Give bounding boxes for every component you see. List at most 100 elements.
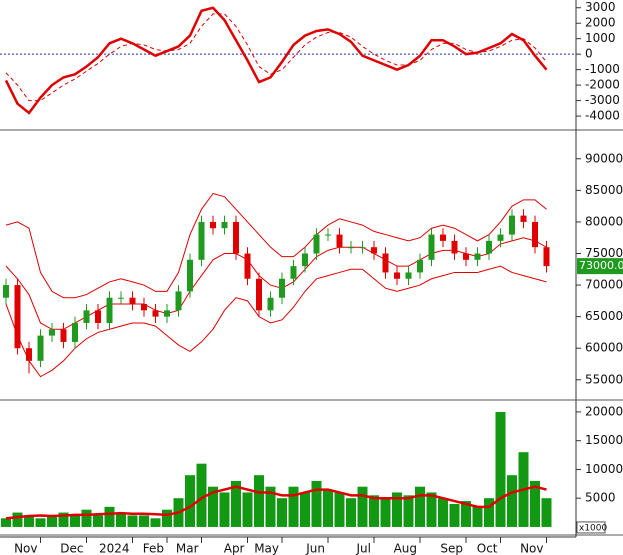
candle-body <box>348 247 354 249</box>
volume-bar <box>12 512 23 527</box>
y-tick-label: -2000 <box>585 78 620 92</box>
volume-bar <box>47 515 57 527</box>
candle-body <box>290 266 297 279</box>
volume-bar <box>81 509 92 527</box>
y-tick-label: 3000 <box>585 0 616 14</box>
y-tick-label: 75000 <box>585 246 623 260</box>
volume-bar <box>300 492 310 527</box>
candle-body <box>221 221 228 229</box>
y-tick-label: -4000 <box>585 109 620 123</box>
x-tick-label: Dec <box>60 542 83 555</box>
candle-body <box>118 297 124 299</box>
last-price-label: 73000.00 <box>579 259 623 272</box>
y-tick-label: 70000 <box>585 278 623 292</box>
volume-bar <box>334 492 345 527</box>
volume-bar <box>162 509 172 527</box>
macd-line <box>5 13 547 102</box>
candle-body <box>175 291 182 311</box>
candle-body <box>382 253 389 273</box>
candle-body <box>210 221 216 229</box>
x-tick-label: Mar <box>176 542 199 555</box>
volume-bar <box>185 475 195 527</box>
candle-body <box>474 253 481 260</box>
volume-ma <box>5 485 547 520</box>
y-tick-label: 5000 <box>585 491 616 505</box>
candle-body <box>95 310 101 323</box>
y-tick-label: 55000 <box>585 372 623 386</box>
volume-bar <box>104 506 115 527</box>
volume-bar <box>311 480 322 527</box>
y-tick-label: -3000 <box>585 93 620 107</box>
volume-bar <box>70 515 80 527</box>
x-tick-label: Oct <box>477 542 498 555</box>
candle-body <box>451 240 458 254</box>
volume-bar <box>219 492 230 527</box>
candle-body <box>371 247 377 254</box>
y-tick-label: 65000 <box>585 309 623 323</box>
candle-body <box>14 285 21 349</box>
volume-bar <box>288 486 299 527</box>
candle-body <box>267 297 274 311</box>
volume-bar <box>426 492 437 527</box>
volume-bar <box>369 495 379 527</box>
volume-bar <box>93 515 103 527</box>
candle-body <box>187 259 193 292</box>
candle-body <box>440 234 446 241</box>
volume-bar <box>265 486 276 527</box>
volume-bar <box>254 475 264 527</box>
volume-bar <box>231 480 241 527</box>
x-tick-label: Aug <box>394 542 417 555</box>
x-tick-label: Nov <box>14 542 37 555</box>
volume-bar <box>392 492 402 527</box>
x-tick-label: Apr <box>224 542 245 555</box>
bollinger-band <box>5 265 547 378</box>
unit-box <box>576 521 606 534</box>
volume-bar <box>438 498 448 527</box>
candle-body <box>486 240 492 254</box>
volume-bar <box>357 486 368 527</box>
volume-bar <box>530 480 540 527</box>
volume-bar <box>495 411 506 527</box>
volume-bar <box>277 498 287 527</box>
volume-bar <box>24 515 34 527</box>
volume-bar <box>346 498 356 527</box>
candle-body <box>49 329 55 336</box>
volume-bar <box>242 492 253 527</box>
y-tick-label: 60000 <box>585 341 623 355</box>
y-tick-label: 2000 <box>585 16 616 30</box>
candle-body <box>532 221 538 248</box>
candle-body <box>509 215 515 235</box>
volume-bar <box>35 518 46 527</box>
candle-body <box>60 329 67 342</box>
x-tick-label: Jun <box>305 542 325 555</box>
candle-body <box>233 221 239 254</box>
candle-body <box>417 259 423 273</box>
candle-body <box>405 272 412 279</box>
volume-bar <box>208 486 218 527</box>
volume-bar <box>150 518 161 527</box>
volume-bar <box>116 512 126 527</box>
candle-body <box>244 253 251 279</box>
candle-body <box>463 253 469 260</box>
volume-bar <box>472 506 483 527</box>
candle-body <box>543 247 550 267</box>
candle-body <box>336 234 343 248</box>
candle-body <box>256 278 262 311</box>
volume-bar <box>507 475 517 527</box>
volume-bar <box>196 463 207 527</box>
candle-body <box>394 272 400 279</box>
y-tick-label: -1000 <box>585 62 620 76</box>
volume-bar <box>541 498 552 527</box>
candle-body <box>313 234 320 254</box>
candle-body <box>3 285 9 298</box>
volume-bar <box>380 498 391 527</box>
candle-body <box>106 297 113 323</box>
y-tick-label: 90000 <box>585 151 623 165</box>
candle-body <box>325 234 331 236</box>
volume-bar <box>127 515 138 527</box>
y-tick-label: 0 <box>585 47 593 61</box>
y-tick-label: 80000 <box>585 214 623 228</box>
volume-bar <box>449 503 460 527</box>
bollinger-band <box>5 192 547 299</box>
